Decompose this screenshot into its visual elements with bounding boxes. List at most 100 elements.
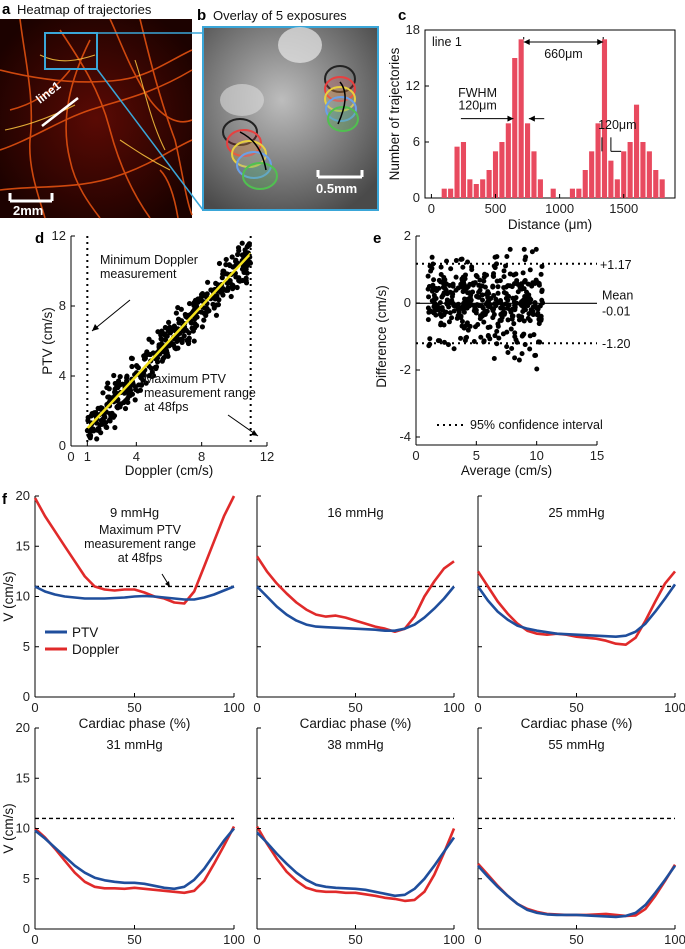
scatter-point-e (432, 296, 438, 302)
ptv-line (34, 585, 235, 601)
x-tick-label-f: 50 (569, 700, 583, 715)
scatter-point-e (485, 324, 491, 330)
arrow-min-doppler (91, 299, 131, 332)
histogram-bar (512, 58, 518, 198)
scatter-point-e (527, 300, 533, 306)
scatter-point-e (442, 285, 448, 291)
scatter-point-d (153, 365, 159, 372)
scatter-point-d (117, 374, 123, 380)
scale-label-b: 0.5mm (316, 181, 357, 196)
scatter-point-e (505, 297, 511, 303)
scatter-point-e (494, 261, 500, 267)
histogram-bar (525, 123, 531, 198)
y-axis-label-e: Difference (cm/s) (374, 285, 389, 388)
scatter-point-d (185, 340, 192, 347)
scatter-point-e (494, 278, 500, 284)
scatter-point-e (534, 306, 540, 312)
doppler-line (33, 495, 236, 605)
scatter-point-d (194, 303, 200, 310)
scatter-point-e (441, 339, 447, 345)
x-tick-label-e: 15 (590, 448, 604, 463)
scatter-point-d (230, 286, 236, 292)
scatter-point-d (228, 293, 234, 300)
histogram-bar (448, 188, 454, 198)
scatter-point-e (494, 328, 500, 334)
doppler-line (477, 862, 677, 918)
scatter-point-e (455, 301, 461, 307)
scatter-point-e (485, 289, 491, 295)
scatter-point-d (216, 260, 223, 267)
scatter-point-e (465, 296, 471, 302)
scatter-point-e (522, 342, 528, 348)
scatter-point-e (425, 273, 431, 279)
scatter-point-e (464, 320, 470, 326)
scatter-point-e (512, 307, 518, 313)
lower-ci-label: -1.20 (602, 337, 631, 351)
scatter-point-e (459, 256, 465, 262)
zoom-box (44, 32, 98, 70)
scatter-point-d (162, 332, 169, 339)
histogram-bar (473, 184, 479, 198)
x-axis-label-f: Cardiac phase (%) (79, 716, 191, 731)
scatter-point-d (198, 292, 205, 298)
histogram-bar (537, 179, 543, 198)
scatter-point-e (438, 271, 444, 277)
y-tick-label-f: 15 (16, 538, 30, 553)
x-tick-label-f: 100 (664, 932, 685, 947)
fit-line-d (86, 252, 252, 430)
scatter-point-e (509, 346, 515, 352)
scatter-point-e (538, 271, 544, 277)
x-tick-label-f: 100 (443, 932, 465, 947)
exposure-ellipses-right (324, 65, 359, 132)
y-tick-label-f: 10 (16, 589, 30, 604)
histogram-bar (518, 39, 524, 199)
y-tick-label-d: 12 (52, 228, 66, 243)
scatter-point-e (527, 346, 533, 352)
scatter-point-d (224, 280, 230, 286)
scatter-point-d (235, 251, 241, 258)
x-tick-label-f: 0 (253, 700, 260, 715)
bright-vessels (4, 54, 171, 171)
zoom-line-bottom (96, 68, 204, 211)
fwhm-left-arrow-a (507, 115, 514, 122)
scatter-point-e (533, 246, 539, 252)
scatter-point-d (201, 317, 207, 323)
y-tick-label-d: 4 (59, 368, 66, 383)
scatter-point-e (494, 254, 500, 260)
scatter-point-e (495, 284, 501, 290)
ptv-line (256, 585, 456, 633)
histogram-bar (633, 104, 640, 198)
trajectory-left (239, 131, 267, 171)
scatter-point-e (447, 310, 453, 316)
scatter-point-e (511, 321, 517, 327)
bright-spot-left (220, 84, 264, 116)
scatter-point-e (478, 314, 484, 320)
y-tick-label-e: -2 (399, 362, 411, 377)
scatter-point-d (235, 245, 242, 251)
fwhm-left-arrow-b (528, 115, 535, 122)
scatter-point-d (233, 257, 239, 263)
y-tick-label-f: 20 (16, 720, 30, 735)
scatter-point-e (481, 338, 487, 344)
scatter-point-d (159, 358, 165, 364)
scatter-point-e (448, 266, 454, 272)
x-tick-label-f: 50 (127, 700, 141, 715)
panel-label-d: d (35, 230, 44, 247)
scatter-point-e (527, 267, 533, 273)
scatter-point-d (127, 392, 133, 398)
scatter-point-d (129, 363, 135, 370)
scatter-point-d (219, 289, 225, 295)
scatter-point-e (477, 277, 483, 283)
scatter-point-d (191, 338, 197, 344)
scatter-point-d (158, 332, 164, 338)
y-tick-label-f: 0 (23, 921, 30, 936)
x-tick-label-f: 0 (474, 932, 481, 947)
scatter-point-e (530, 312, 536, 318)
scatter-point-e (538, 315, 544, 321)
subplot-title: 25 mmHg (548, 505, 604, 520)
scatter-point-e (437, 300, 443, 306)
ci-legend-label: 95% confidence interval (470, 418, 603, 432)
inset-label-c: line 1 (432, 35, 462, 49)
scatter-point-d (87, 435, 93, 441)
